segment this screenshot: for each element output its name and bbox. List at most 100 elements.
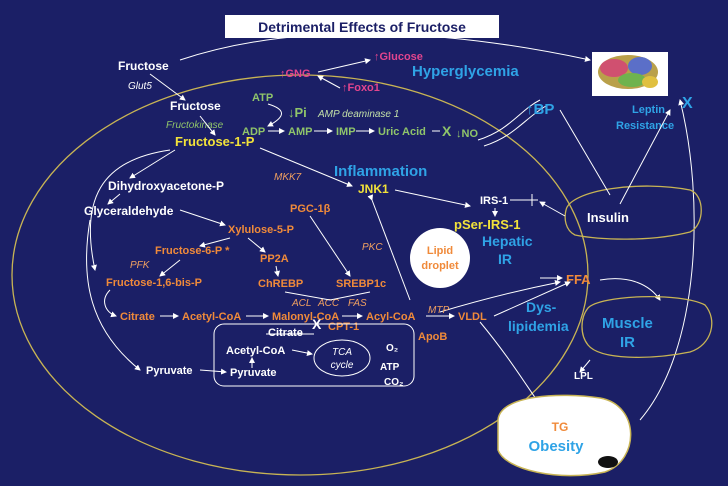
down-arrow-symbol: ↓: [288, 105, 295, 120]
line-bp-insulin: [559, 109, 611, 196]
node-fructose-1-p: Fructose-1-P: [175, 134, 255, 149]
label-fructokinase: Fructokinase: [166, 120, 224, 131]
vessel-line-2: [483, 105, 547, 147]
node-acetyl-coa-mito: Acetyl-CoA: [226, 345, 285, 357]
label-muscle-ir: IR: [620, 334, 635, 351]
node-pp2a: PP2A: [260, 253, 289, 265]
arrow-pgc1b-srebp: [309, 215, 351, 277]
node-jnk1: JNK1: [358, 182, 389, 196]
arrow-xylulose-f6p: [199, 237, 231, 248]
arrow-f1p-left: [89, 149, 171, 271]
arrow-f1p-dhap: [129, 149, 176, 179]
node-adp: ADP: [242, 126, 265, 138]
label-mkk7: MKK7: [274, 172, 302, 183]
vessel-line-1: [477, 99, 541, 141]
down-arrow-symbol: ↓: [456, 128, 462, 140]
node-dhap: Dihydroxyacetone-P: [108, 179, 224, 193]
inhibit-bar-irs: [510, 194, 538, 206]
arrow-f1p-jnk1: [259, 147, 353, 187]
arrow-foxo1-gng: [317, 75, 341, 89]
label-lipidemia: lipidemia: [508, 318, 569, 334]
inhibit-x-no: X: [442, 123, 452, 139]
node-fructose-1-6-bis-p: Fructose-1,6-bis-P: [106, 277, 202, 289]
label-acl: ACL: [291, 298, 311, 309]
node-atp-mito: ATP: [380, 362, 400, 373]
node-fructose-6-p: Fructose-6-P *: [155, 245, 230, 257]
arrow-to-pyruvate: [86, 219, 141, 371]
adipose-nucleus: [598, 456, 618, 468]
lipid-droplet: [410, 228, 470, 288]
arrow-brain-to-fructose: [179, 33, 591, 62]
node-acetyl-coa: Acetyl-CoA: [182, 311, 241, 323]
svg-text:↓Pi: ↓Pi: [288, 105, 307, 120]
arrow-vldl-ffa: [493, 281, 571, 317]
node-o2: O₂: [386, 343, 398, 354]
node-bp: BP: [534, 101, 555, 118]
up-arrow-symbol: ↑: [374, 51, 380, 63]
arrow-fructose-f1p: [199, 115, 216, 136]
label-lipid: Lipid: [427, 245, 453, 257]
node-pyruvate: Pyruvate: [146, 365, 192, 377]
node-citrate-mito: Citrate: [268, 327, 303, 339]
label-pkc: PKC: [362, 242, 383, 253]
arrow-acetylcoa-tca: [291, 349, 313, 356]
node-fructose: Fructose: [170, 99, 221, 113]
brain-icon: [592, 52, 668, 96]
up-arrow-symbol: ↑: [526, 101, 534, 118]
label-obesity: Obesity: [528, 438, 584, 455]
title-bar: [225, 15, 499, 38]
label-tca: TCA: [332, 347, 352, 358]
label-inflammation: Inflammation: [334, 163, 427, 180]
node-atp: ATP: [252, 92, 273, 104]
node-irs1: IRS-1: [480, 195, 508, 207]
arrow-pyruvate-mito: [199, 368, 227, 375]
arrow-insulin-irs: [539, 201, 566, 217]
node-uric-acid: Uric Acid: [378, 126, 426, 138]
svg-text:↓NO: ↓NO: [456, 128, 478, 140]
up-arrow-symbol: ↑: [342, 82, 348, 94]
arrow-pkc: [367, 194, 411, 301]
arrow-fructose-glut5: [149, 73, 186, 101]
label-hepatic-ir: IR: [498, 251, 512, 267]
node-no: NO: [462, 128, 479, 140]
label-lpl: LPL: [574, 371, 593, 382]
node-xylulose-5-p: Xylulose-5-P: [228, 224, 294, 236]
page-title: Detrimental Effects of Fructose: [258, 19, 466, 35]
label-muscle: Muscle: [602, 315, 653, 332]
node-pi: Pi: [295, 105, 307, 120]
node-citrate: Citrate: [120, 311, 155, 323]
mitochondrion: [213, 323, 415, 387]
node-pser-irs1: pSer-IRS-1: [454, 217, 520, 232]
node-acyl-coa: Acyl-CoA: [366, 311, 416, 323]
label-mtp: MTP: [428, 305, 449, 316]
node-imp: IMP: [336, 126, 356, 138]
node-co2: CO₂: [384, 377, 403, 388]
node-ffa: FFA: [566, 272, 591, 287]
label-acc: ACC: [317, 298, 340, 309]
node-tg: TG: [552, 420, 569, 434]
arrow-atp-adp: [267, 103, 282, 127]
svg-text:↑Glucose: ↑Glucose: [374, 51, 423, 63]
adipose-cell: [497, 394, 632, 477]
arrow-gng-glucose: [317, 58, 371, 73]
svg-text:↑BP: ↑BP: [526, 101, 554, 118]
inhibit-x-leptin: X: [682, 95, 693, 112]
liver-outline: [11, 74, 589, 476]
node-chrebp: ChREBP: [258, 278, 303, 290]
node-insulin: Insulin: [587, 210, 629, 225]
label-leptin: Leptin: [632, 104, 665, 116]
arrow-f6p-f16bp: [159, 259, 181, 277]
node-cpt1: CPT-1: [328, 321, 359, 333]
up-arrow-symbol: ↑: [280, 68, 286, 80]
muscle-shape: [581, 295, 713, 358]
node-apob: ApoB: [418, 331, 447, 343]
node-amp: AMP: [288, 126, 312, 138]
arrow-ffa-muscle: [599, 278, 661, 301]
label-dys: Dys-: [526, 299, 557, 315]
label-hepatic: Hepatic: [482, 233, 533, 249]
node-glucose: Glucose: [380, 51, 423, 63]
arrow-acylcoa-ffa: [439, 280, 561, 313]
arrow-glyceraldehyde-xylulose: [179, 209, 226, 227]
